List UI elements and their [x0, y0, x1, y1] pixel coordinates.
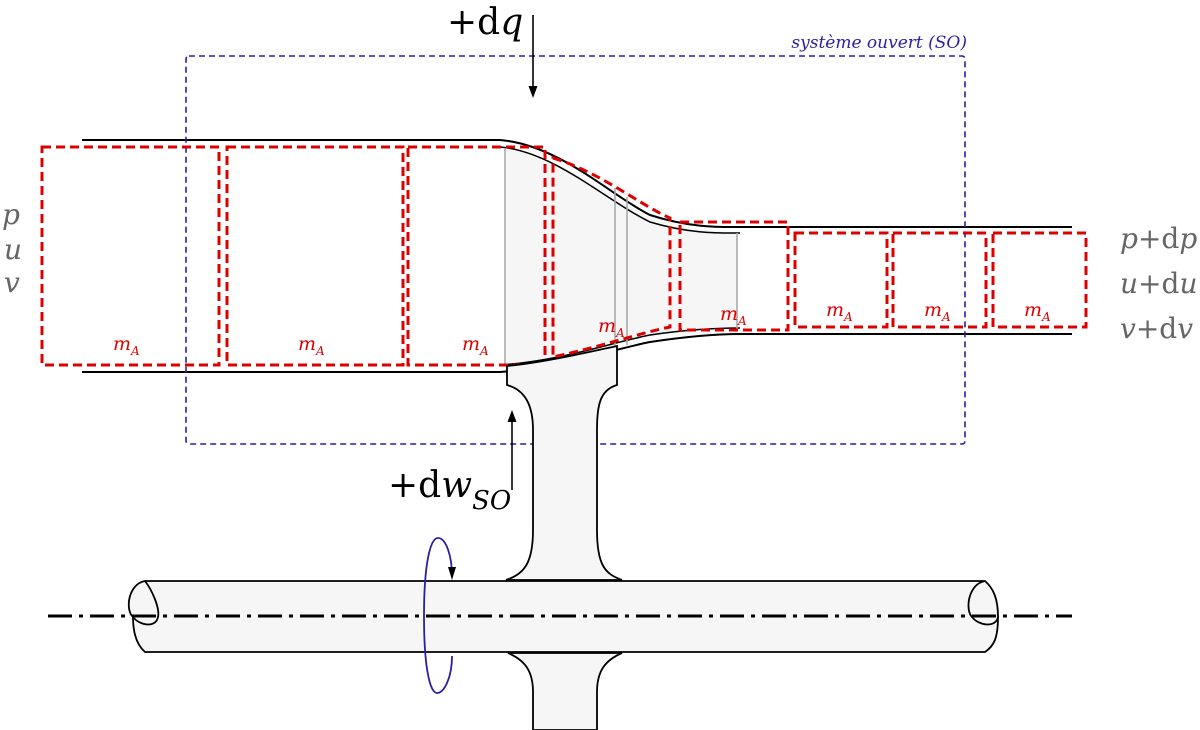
- impeller-blade-upper: [505, 344, 623, 581]
- section-lines: [504, 148, 738, 364]
- outlet-energy: u+du: [1120, 267, 1197, 300]
- mass-box-8: [991, 231, 1088, 329]
- mass-box-1: [40, 145, 221, 367]
- mass-box-3: [406, 145, 547, 367]
- mass-label-6: mA: [826, 299, 853, 324]
- impeller-blade-lower: [507, 652, 623, 730]
- rotation-arrow-head: [448, 567, 456, 580]
- outlet-pressure: p+dp: [1120, 222, 1197, 255]
- rotation-arrow: [423, 537, 453, 694]
- mass-label-8: mA: [1024, 299, 1051, 324]
- duct-upper-wall: [82, 139, 1072, 229]
- inlet-energy: u: [4, 233, 22, 266]
- mass-boxes: [40, 145, 1088, 367]
- mass-label-3: mA: [462, 333, 489, 358]
- open-system-label: système ouvert (SO): [791, 33, 967, 53]
- mass-labels: mA mA mA mA mA mA mA mA: [113, 299, 1051, 358]
- mass-label-5: mA: [720, 303, 747, 328]
- mass-box-2: [225, 145, 405, 367]
- heat-arrow-head: [528, 86, 538, 98]
- mass-box-5: [678, 220, 790, 332]
- inlet-state: p u v: [2, 198, 22, 299]
- mass-box-7: [891, 231, 988, 329]
- outlet-state: p+dp u+du v+dv: [1120, 222, 1197, 345]
- mass-label-7: mA: [924, 299, 951, 324]
- heat-label: +dq: [447, 2, 523, 43]
- inlet-volume: v: [4, 266, 20, 299]
- work-label: +dwSO: [388, 465, 511, 516]
- outlet-volume: v+dv: [1120, 312, 1193, 345]
- inlet-pressure: p: [2, 198, 20, 231]
- mass-box-4: [551, 155, 672, 359]
- mass-label-2: mA: [298, 333, 325, 358]
- work-arrow-head: [507, 410, 517, 422]
- mass-label-1: mA: [113, 333, 140, 358]
- mass-box-6: [793, 231, 889, 329]
- shaft-left-break: [127, 580, 160, 626]
- mass-label-4: mA: [598, 315, 625, 340]
- duct-upper-wall-inner: [499, 146, 741, 234]
